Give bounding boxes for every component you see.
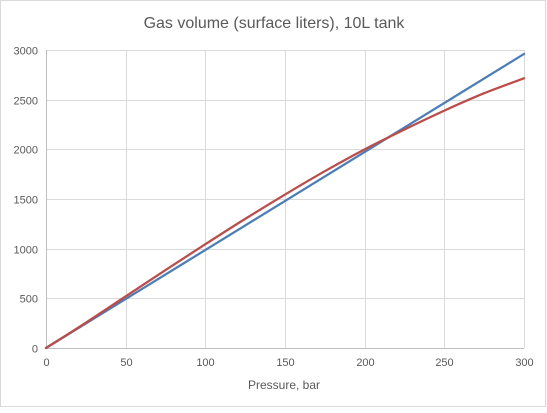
chart-title: Gas volume (surface liters), 10L tank: [144, 15, 406, 32]
y-tick-label: 2500: [14, 96, 38, 108]
x-tick-label: 100: [196, 357, 214, 369]
y-tick-label: 500: [20, 294, 38, 306]
x-tick-label: 0: [43, 357, 49, 369]
x-tick-label: 200: [356, 357, 374, 369]
y-tick-label: 1500: [14, 195, 38, 207]
x-tick-label: 150: [276, 357, 294, 369]
x-tick-label: 250: [435, 357, 453, 369]
y-tick-label: 3000: [14, 46, 38, 58]
x-axis-label: Pressure, bar: [248, 378, 320, 392]
grid-layer: [46, 50, 525, 348]
x-tick-label: 300: [515, 357, 533, 369]
series-line-1: [44, 52, 526, 350]
series-layer: [44, 52, 526, 350]
series-line-2: [44, 77, 526, 350]
y-tick-label: 2000: [14, 145, 38, 157]
x-tick-label: 50: [120, 357, 132, 369]
y-tick-label: 0: [32, 344, 38, 356]
y-tick-label: 1000: [14, 245, 38, 257]
axis-layer: [46, 50, 524, 349]
tick-layer: 0 500 1000 1500 2000 2500 3000 0 50 100 150 200 250 3…: [14, 46, 534, 370]
